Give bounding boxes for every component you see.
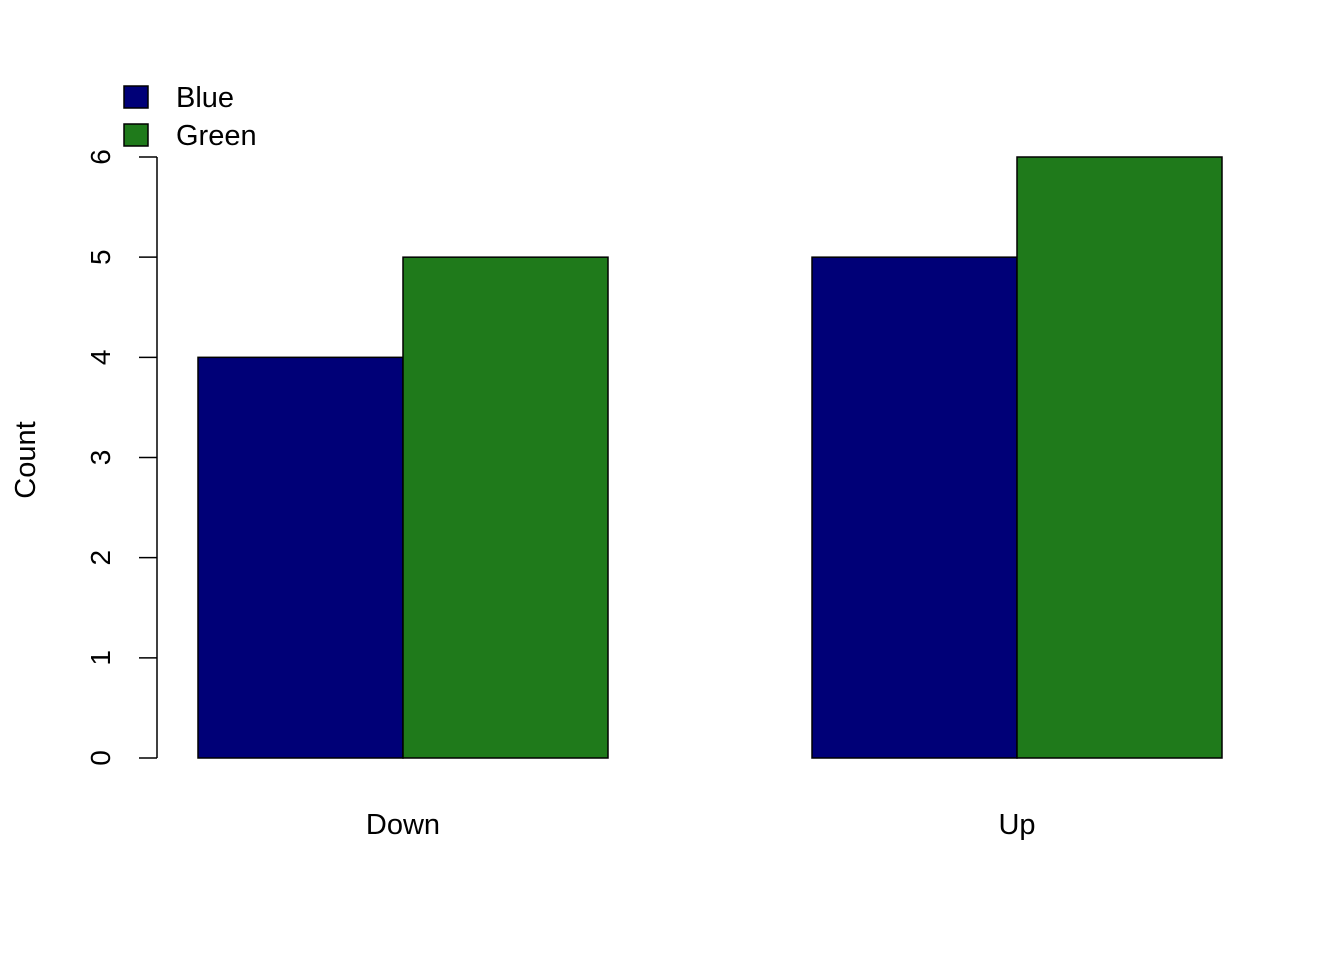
y-tick-label: 3 (85, 450, 116, 466)
y-tick-label: 1 (85, 650, 116, 666)
legend: Blue Green (123, 82, 257, 152)
legend-swatch-green (123, 123, 149, 147)
y-tick-label: 5 (85, 249, 116, 265)
bar-green-up (1016, 156, 1223, 759)
bars-group (197, 156, 1223, 759)
y-axis-title: Count (10, 421, 42, 498)
bar-green-down (402, 256, 609, 759)
x-category-label: Down (366, 809, 440, 841)
y-tick-label: 4 (85, 350, 116, 366)
x-axis-labels: Down Up (366, 809, 1036, 841)
y-tick-label: 0 (85, 750, 116, 766)
y-tick-label: 6 (85, 149, 116, 165)
y-tick-label: 2 (85, 550, 116, 566)
bar-blue-up (811, 256, 1018, 759)
legend-swatch-blue (123, 85, 149, 109)
y-axis: 0 1 2 3 4 5 6 (85, 149, 158, 766)
legend-label-blue: Blue (176, 82, 234, 114)
bar-blue-down (197, 356, 404, 759)
x-category-label: Up (998, 809, 1035, 841)
legend-label-green: Green (176, 120, 257, 152)
